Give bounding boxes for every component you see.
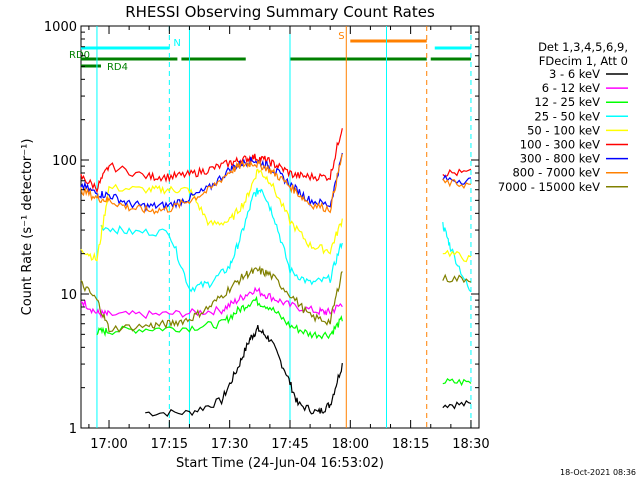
series-line [80, 152, 472, 213]
series-line [80, 168, 472, 263]
state-bar-label: RD0 [69, 50, 90, 61]
legend-entry-label: 3 - 6 keV [549, 67, 600, 81]
x-tick-label: 17:15 [151, 437, 188, 452]
series-lines [80, 128, 472, 418]
series-line [80, 286, 343, 320]
y-axis-ticks: 1 10 100 1000 [44, 20, 479, 437]
series-line [80, 265, 472, 333]
legend-entry-label: 300 - 800 keV [520, 152, 600, 166]
y-tick-label: 100 [52, 154, 77, 169]
x-tick-label: 17:00 [90, 437, 127, 452]
x-tick-label: 18:30 [452, 437, 489, 452]
legend-entry-label: 50 - 100 keV [527, 123, 600, 137]
y-tick-label: 10 [60, 288, 77, 303]
legend-header: FDecim 1, Att 0 [539, 54, 628, 68]
state-bars: N S RD0 RD4 [69, 31, 471, 73]
legend-entry-label: 25 - 50 keV [534, 109, 600, 123]
x-axis-ticks: 17:00 17:15 17:30 17:45 18:00 18:15 18:30 [88, 26, 490, 452]
legend-entry-label: 7000 - 15000 keV [498, 180, 600, 194]
x-tick-label: 18:00 [332, 437, 369, 452]
series-line [80, 153, 471, 215]
x-axis-label: Start Time (24-Jun-04 16:53:02) [176, 456, 384, 471]
timestamp: 18-Oct-2021 08:36 [560, 468, 636, 477]
legend: Det 1,3,4,5,6,9,FDecim 1, Att 03 - 6 keV… [498, 40, 628, 194]
y-axis-label: Count Rate (s⁻¹ detector⁻¹) [20, 139, 35, 316]
state-bar-label: N [173, 38, 180, 49]
plot-frame [80, 25, 480, 429]
x-tick-label: 17:30 [211, 437, 248, 452]
vertical-markers [96, 26, 472, 428]
state-bar-label: S [338, 31, 344, 42]
x-tick-label: 17:45 [271, 437, 308, 452]
y-tick-label: 1000 [44, 20, 77, 35]
legend-entry-label: 100 - 300 keV [520, 138, 600, 152]
series-line [96, 295, 472, 387]
legend-entry-label: 6 - 12 keV [542, 81, 600, 95]
series-line [100, 187, 472, 293]
legend-entry-label: 12 - 25 keV [534, 95, 600, 109]
series-line [145, 324, 472, 418]
chart-title: RHESSI Observing Summary Count Rates [125, 3, 435, 21]
series-line [80, 128, 472, 194]
legend-header: Det 1,3,4,5,6,9, [538, 40, 628, 54]
legend-entry-label: 800 - 7000 keV [512, 166, 600, 180]
state-bar-label: RD4 [107, 62, 128, 73]
x-tick-label: 18:15 [392, 437, 429, 452]
y-tick-label: 1 [69, 422, 77, 437]
